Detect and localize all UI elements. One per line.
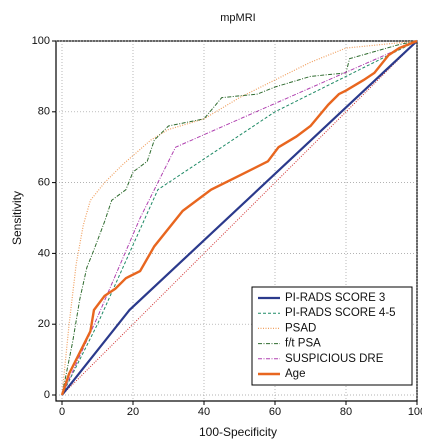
roc-curve: [60, 39, 418, 396]
chart-title: mpMRI: [220, 12, 255, 24]
x-axis-title: 100-Specificity: [199, 425, 277, 439]
legend-label: SUSPICIOUS DRE: [285, 353, 384, 365]
x-tick-label: 100: [408, 406, 422, 418]
legend-box: [251, 286, 413, 386]
legend-label: PI-RADS SCORE 3: [285, 292, 385, 304]
x-tick-label: 80: [340, 406, 352, 418]
x-tick-label: 0: [59, 406, 65, 418]
legend-label: PI-RADS SCORE 4-5: [285, 307, 396, 319]
y-tick-label: 0: [44, 389, 50, 401]
x-tick-label: 20: [127, 406, 139, 418]
y-tick-label: 40: [38, 247, 50, 259]
reference-line: [61, 40, 418, 396]
x-tick-label: 60: [269, 406, 281, 418]
roc-curve: [61, 40, 418, 396]
y-axis-title: Sensitivity: [10, 191, 24, 245]
y-tick-label: 100: [32, 35, 50, 47]
roc-curve: [61, 40, 418, 396]
y-tick-label: 80: [38, 106, 50, 118]
x-tick-label: 40: [198, 406, 210, 418]
y-tick-label: 20: [38, 318, 50, 330]
legend-label: Age: [285, 368, 305, 380]
roc-curve: [61, 40, 418, 396]
legend-label: PSAD: [285, 322, 316, 334]
legend-label: f/t PSA: [285, 338, 321, 350]
y-tick-label: 60: [38, 177, 50, 189]
